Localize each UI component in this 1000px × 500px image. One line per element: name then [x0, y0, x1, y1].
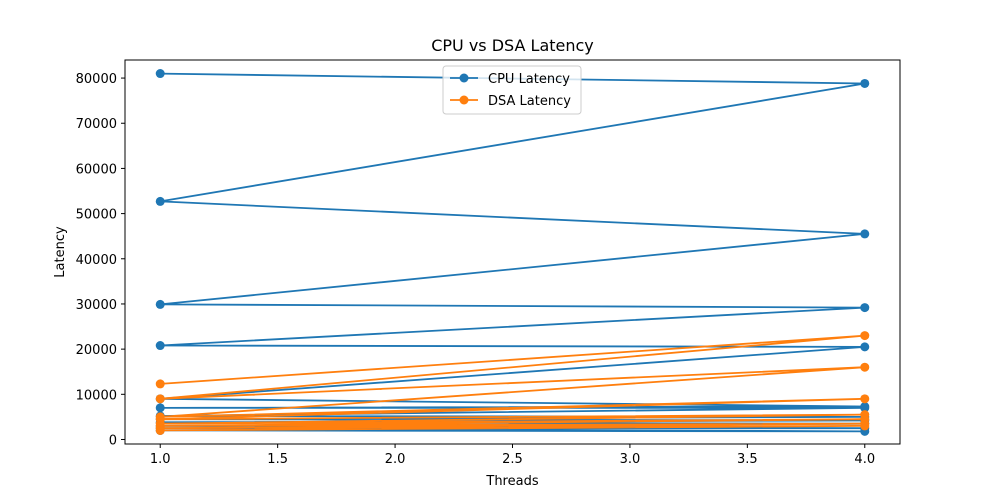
y-tick-label: 10000	[76, 388, 117, 403]
x-tick-label: 2.5	[502, 452, 523, 467]
x-tick-label: 2.0	[385, 452, 406, 467]
y-axis-label: Latency	[53, 226, 68, 278]
data-point	[155, 425, 165, 435]
y-tick-label: 80000	[76, 72, 117, 87]
legend-swatch-marker	[459, 95, 469, 105]
plot-area-frame	[124, 59, 901, 445]
legend-label: CPU Latency	[488, 72, 570, 87]
y-axis-ticks: 0 10000 20000 30000 40000 50000 60000 70000 8000…	[76, 72, 125, 448]
y-tick-label: 30000	[76, 298, 117, 313]
x-tick-label: 3.0	[620, 452, 641, 467]
y-tick-label: 40000	[76, 253, 117, 268]
y-tick-label: 60000	[76, 162, 117, 177]
legend-entries: CPU Latency DSA Latency	[450, 72, 571, 109]
data-point	[155, 69, 165, 79]
data-point	[860, 394, 870, 404]
y-tick-label: 0	[109, 433, 117, 448]
y-tick-label: 20000	[76, 343, 117, 358]
data-point	[155, 403, 165, 413]
x-tick-label: 3.5	[737, 452, 758, 467]
data-point	[860, 342, 870, 352]
y-tick-label: 50000	[76, 208, 117, 223]
data-point	[155, 299, 165, 309]
data-point	[155, 379, 165, 389]
data-point	[860, 229, 870, 239]
data-point	[860, 362, 870, 372]
x-axis-ticks: 1.0 1.5 2.0 2.5 3.0 3.5 4.0	[150, 444, 875, 467]
x-tick-label: 4.0	[854, 452, 875, 467]
x-tick-label: 1.0	[150, 452, 171, 467]
x-tick-label: 1.5	[267, 452, 288, 467]
x-axis-label: Threads	[485, 474, 538, 489]
y-tick-label: 70000	[76, 117, 117, 132]
data-point	[155, 341, 165, 351]
legend-swatch-marker	[459, 73, 469, 83]
legend-label: DSA Latency	[488, 94, 571, 109]
series-layer	[155, 69, 870, 436]
chart-title: CPU vs DSA Latency	[431, 36, 594, 55]
data-point	[155, 394, 165, 404]
data-point	[155, 196, 165, 206]
data-point	[860, 331, 870, 341]
chart-legend: CPU Latency DSA Latency	[442, 65, 582, 115]
data-point	[860, 78, 870, 88]
series-2	[155, 331, 870, 435]
data-point	[860, 403, 870, 413]
data-point	[860, 421, 870, 431]
data-point	[860, 303, 870, 313]
